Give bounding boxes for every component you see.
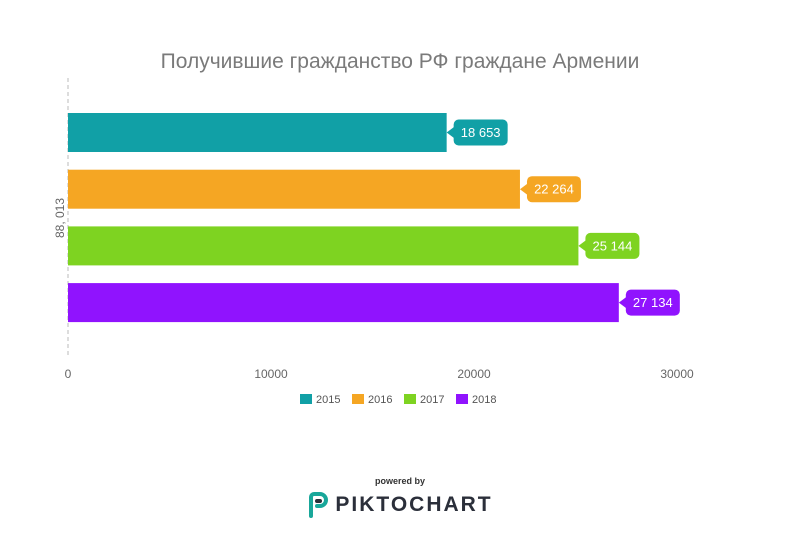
footer: powered by PIKTOCHART [0, 476, 800, 523]
bar-2015[interactable] [68, 113, 447, 152]
data-label: 18 653 [461, 125, 501, 140]
legend-label: 2018 [472, 394, 496, 406]
category-label: 88, 013 [53, 198, 67, 238]
data-label-pointer [618, 296, 627, 309]
x-tick-label: 30000 [660, 367, 694, 381]
legend-swatch-2015 [300, 394, 312, 404]
data-label-pointer [446, 126, 455, 139]
data-label-box [625, 289, 680, 316]
data-label-pointer [519, 183, 528, 196]
chart-title: Получившие гражданство РФ граждане Армен… [161, 50, 640, 73]
data-label: 25 144 [593, 238, 633, 253]
legend-swatch-2017 [404, 394, 416, 404]
piktochart-wordmark: PIKTOCHART [335, 493, 493, 516]
legend-label: 2015 [316, 394, 340, 406]
legend-label: 2017 [420, 394, 444, 406]
legend: 2015 2016 2017 2018 [300, 394, 496, 406]
piktochart-icon [309, 492, 329, 518]
piktochart-logo[interactable]: PIKTOCHART [307, 492, 492, 518]
bar-2018[interactable] [68, 283, 619, 323]
x-axis-ticks: 0 10000 20000 30000 [65, 367, 694, 381]
legend-swatch-2016 [352, 394, 364, 404]
data-label-box [453, 119, 508, 146]
legend-label: 2016 [368, 394, 392, 406]
data-label: 27 134 [633, 295, 673, 310]
data-label-box [585, 232, 640, 259]
legend-swatch-2018 [456, 394, 468, 404]
bar-chart: Получившие гражданство РФ граждане Армен… [53, 50, 694, 406]
bar-2017[interactable] [68, 226, 579, 266]
data-label-pointer [578, 239, 587, 252]
x-tick-label: 10000 [254, 367, 288, 381]
data-label: 22 264 [534, 182, 574, 197]
data-label-box [526, 176, 581, 203]
powered-by-text: powered by [374, 476, 425, 486]
bars-group: 18 653 22 264 25 144 27 134 [68, 113, 680, 323]
x-tick-label: 0 [65, 367, 72, 381]
bar-2016[interactable] [68, 169, 520, 209]
x-tick-label: 20000 [457, 367, 491, 381]
